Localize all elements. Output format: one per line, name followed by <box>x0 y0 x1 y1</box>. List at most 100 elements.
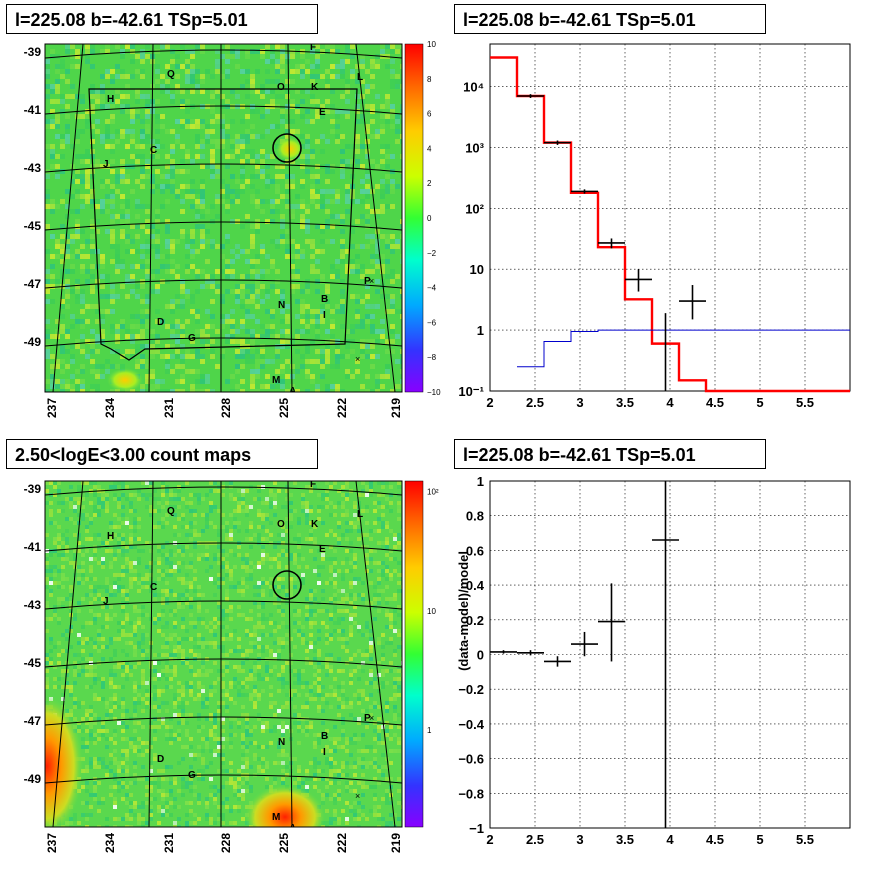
map-pixel <box>295 64 300 69</box>
map-pixel <box>177 737 181 741</box>
map-pixel <box>140 169 145 174</box>
map-pixel <box>101 733 105 737</box>
map-pixel <box>45 64 50 69</box>
map-pixel <box>197 801 201 805</box>
map-pixel <box>369 549 373 553</box>
map-pixel <box>189 737 193 741</box>
map-pixel <box>55 119 60 124</box>
map-pixel <box>201 685 205 689</box>
map-pixel <box>301 705 305 709</box>
map-pixel <box>375 164 380 169</box>
map-pixel <box>385 641 389 645</box>
map-pixel <box>180 184 185 189</box>
map-pixel <box>337 781 341 785</box>
map-pixel <box>393 545 397 549</box>
map-pixel <box>115 244 120 249</box>
map-pixel <box>193 597 197 601</box>
map-pixel <box>381 505 385 509</box>
map-pixel <box>197 717 201 721</box>
map-pixel <box>77 721 81 725</box>
map-pixel <box>281 769 285 773</box>
map-pixel <box>165 184 170 189</box>
map-pixel <box>193 645 197 649</box>
map-pixel <box>353 765 357 769</box>
map-pixel <box>60 199 65 204</box>
map-pixel <box>193 509 197 513</box>
map-pixel <box>400 309 402 314</box>
map-pixel <box>270 89 275 94</box>
map-pixel <box>125 641 129 645</box>
map-pixel <box>257 497 261 501</box>
map-pixel <box>193 621 197 625</box>
map-pixel <box>165 645 169 649</box>
map-pixel <box>265 334 270 339</box>
map-pixel <box>370 74 375 79</box>
map-pixel <box>195 214 200 219</box>
map-pixel <box>85 637 89 641</box>
map-pixel <box>113 773 117 777</box>
map-pixel <box>293 557 297 561</box>
map-pixel <box>273 505 277 509</box>
map-pixel <box>55 169 60 174</box>
map-pixel <box>375 134 380 139</box>
map-pixel <box>100 49 105 54</box>
map-pixel <box>225 259 230 264</box>
map-pixel <box>190 54 195 59</box>
map-pixel <box>110 104 115 109</box>
map-pixel <box>370 209 375 214</box>
map-pixel <box>301 493 305 497</box>
map-pixel <box>133 805 137 809</box>
map-pixel <box>390 299 395 304</box>
map-pixel <box>305 565 309 569</box>
map-pixel <box>297 669 301 673</box>
map-pixel <box>341 773 345 777</box>
map-pixel <box>225 54 230 59</box>
map-pixel <box>165 733 169 737</box>
map-pixel <box>210 119 215 124</box>
map-pixel <box>205 274 210 279</box>
map-pixel <box>193 637 197 641</box>
map-pixel <box>309 521 313 525</box>
map-pixel <box>173 781 177 785</box>
map-pixel <box>77 661 81 665</box>
map-pixel <box>255 284 260 289</box>
map-pixel <box>93 697 97 701</box>
map-pixel <box>257 757 261 761</box>
map-pixel <box>57 489 61 493</box>
map-pixel <box>269 729 273 733</box>
map-pixel <box>197 777 201 781</box>
map-pixel <box>201 497 205 501</box>
map-pixel <box>205 609 209 613</box>
map-pixel <box>113 525 117 529</box>
map-pixel <box>165 593 169 597</box>
map-pixel <box>181 717 185 721</box>
map-pixel <box>335 354 340 359</box>
map-pixel <box>393 569 397 573</box>
map-pixel <box>281 641 285 645</box>
map-pixel <box>45 533 49 537</box>
map-pixel <box>137 537 141 541</box>
map-pixel <box>160 114 165 119</box>
map-pixel <box>157 569 161 573</box>
map-pixel <box>365 149 370 154</box>
map-pixel <box>265 517 269 521</box>
map-pixel <box>285 184 290 189</box>
map-pixel <box>217 817 221 821</box>
map-pixel <box>255 359 260 364</box>
map-pixel <box>73 509 77 513</box>
map-pixel <box>95 304 100 309</box>
map-pixel <box>355 254 360 259</box>
map-pixel <box>89 621 93 625</box>
map-pixel <box>325 821 329 825</box>
map-pixel <box>225 609 229 613</box>
map-pixel <box>140 204 145 209</box>
map-pixel <box>257 533 261 537</box>
map-pixel <box>205 129 210 134</box>
map-pixel <box>170 49 175 54</box>
map-pixel <box>381 653 385 657</box>
map-pixel <box>253 641 257 645</box>
map-pixel <box>235 369 240 374</box>
map-pixel <box>389 485 393 489</box>
map-pixel <box>209 489 213 493</box>
